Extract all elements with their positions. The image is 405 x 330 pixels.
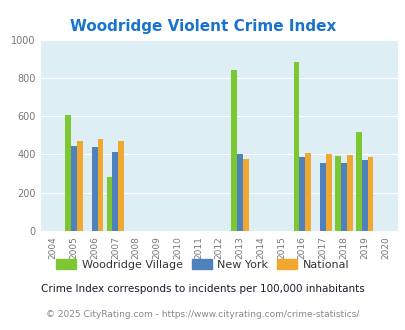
Bar [97, 139, 103, 231]
Bar [118, 141, 124, 231]
Text: Woodridge Violent Crime Index: Woodridge Violent Crime Index [70, 19, 335, 34]
Bar [92, 147, 97, 231]
Bar [355, 132, 361, 231]
Bar [107, 178, 112, 231]
Bar [112, 151, 118, 231]
Bar [340, 163, 346, 231]
Bar [305, 153, 310, 231]
Bar [325, 154, 331, 231]
Bar [231, 70, 237, 231]
Bar [298, 157, 305, 231]
Bar [320, 163, 325, 231]
Bar [334, 156, 340, 231]
Bar [361, 160, 367, 231]
Bar [293, 62, 298, 231]
Bar [367, 157, 373, 231]
Bar [65, 115, 71, 231]
Text: Crime Index corresponds to incidents per 100,000 inhabitants: Crime Index corresponds to incidents per… [41, 284, 364, 294]
Bar [71, 146, 77, 231]
Bar [242, 159, 248, 231]
Bar [77, 141, 82, 231]
Bar [237, 154, 242, 231]
Legend: Woodridge Village, New York, National: Woodridge Village, New York, National [52, 255, 353, 274]
Text: © 2025 CityRating.com - https://www.cityrating.com/crime-statistics/: © 2025 CityRating.com - https://www.city… [46, 310, 359, 319]
Bar [346, 155, 352, 231]
